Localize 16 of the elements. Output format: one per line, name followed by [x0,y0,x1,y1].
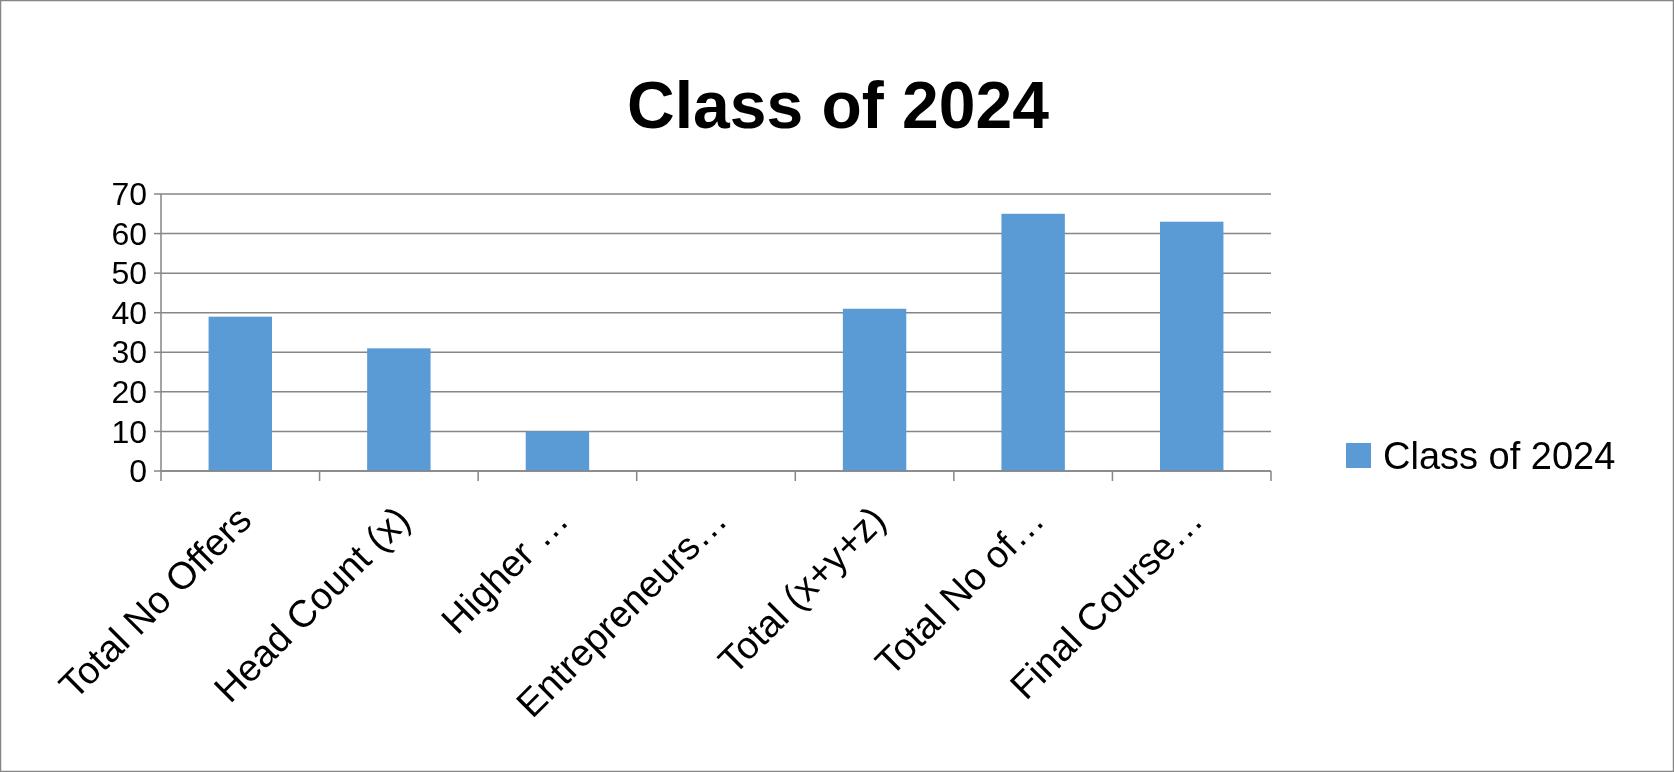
bar [842,308,907,471]
y-tick-label: 70 [111,176,147,213]
bar [208,316,272,471]
bar [525,431,590,471]
y-tick-label: 30 [111,334,147,371]
chart-title: Class of 2024 [627,68,1050,142]
y-tick-label: 60 [111,215,147,252]
y-tick-label: 40 [111,294,147,331]
legend-label: Class of 2024 [1383,435,1616,478]
y-tick-label: 50 [111,255,147,292]
bar [1001,213,1065,471]
bar [367,348,431,471]
bar [1160,221,1224,471]
y-tick-label: 20 [111,374,147,411]
y-tick-label: 10 [111,413,147,450]
y-tick-label: 0 [129,453,147,490]
